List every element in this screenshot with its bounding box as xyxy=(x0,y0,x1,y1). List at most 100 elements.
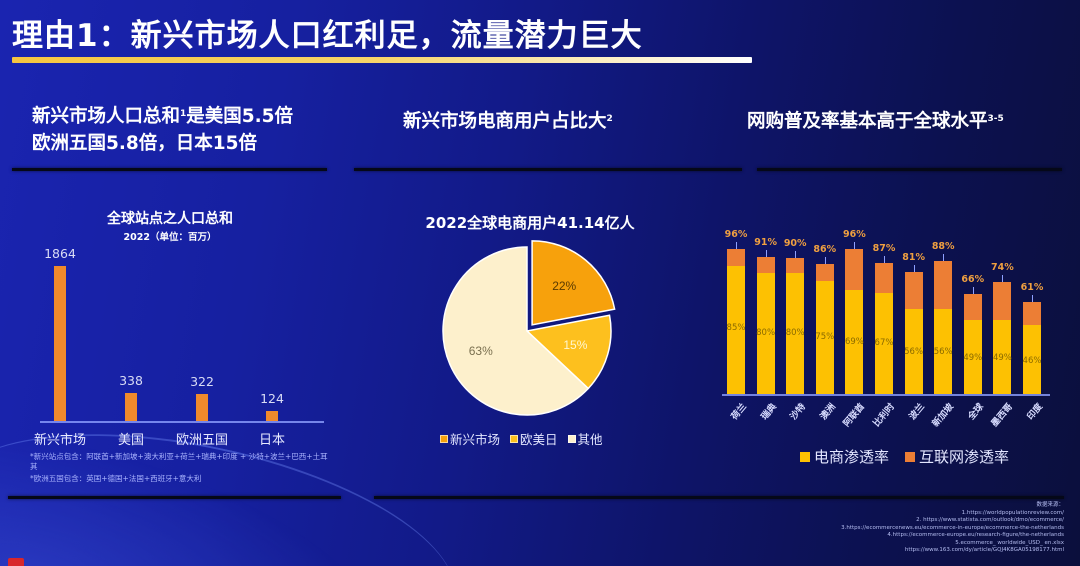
source-line: 4.https://ecommerce-europe.eu/research-f… xyxy=(887,532,1064,538)
ecommerce-segment xyxy=(786,273,805,394)
chart-title: 全球站点之人口总和 xyxy=(107,211,233,227)
ecommerce-value-label: 56% xyxy=(933,347,953,358)
legend-swatch-icon xyxy=(510,434,519,443)
ecommerce-value-label: 85% xyxy=(726,323,746,334)
internet-value-label: 86% xyxy=(813,244,837,256)
bar-value-label: 338 xyxy=(119,372,143,388)
bar-value-label: 1864 xyxy=(44,246,76,261)
leader-line xyxy=(736,242,737,250)
legend-item-internet: 互联网渗透率 xyxy=(905,446,1009,467)
category-label: 欧洲五国 xyxy=(175,433,228,448)
category-label: 波兰 xyxy=(907,401,927,423)
category-label: 日本 xyxy=(258,433,285,448)
internet-value-label: 90% xyxy=(783,238,807,250)
ecommerce-value-label: 67% xyxy=(874,338,894,349)
bar-value-label: 322 xyxy=(190,374,214,390)
pie-legend: 新兴市场 欧美日 其他 xyxy=(440,429,603,448)
internet-value-label: 96% xyxy=(724,229,748,241)
category-label: 新兴市场 xyxy=(33,433,86,448)
bar xyxy=(125,392,137,421)
source-line: https://www.163.com/dy/article/GQJ4K8GA0… xyxy=(904,547,1064,553)
ecommerce-segment xyxy=(904,309,923,394)
source-line: 2. https://www.statista.com/outlook/dmo/… xyxy=(916,517,1064,523)
leader-line xyxy=(765,249,767,257)
footnote-marker: 3-5 xyxy=(987,114,1004,124)
pie-graphic: 22% 15% 63% xyxy=(442,240,616,416)
pie-slice xyxy=(442,246,590,416)
ecommerce-value-label: 56% xyxy=(904,347,924,358)
category-label: 美国 xyxy=(117,433,144,448)
category-label: 瑞典 xyxy=(759,401,779,423)
footnote-europe: *欧洲五国包含：英国+德国+法国+西班牙+意大利 xyxy=(30,474,202,483)
stacked-bar: 56% xyxy=(904,271,923,394)
stacked-bar: 80% xyxy=(786,258,805,394)
pie-slice-label: 15% xyxy=(563,338,587,352)
right-panel-heading: 网购普及率基本高于全球水平3-5 xyxy=(747,108,1004,135)
divider-middle-top xyxy=(354,168,742,171)
ecommerce-segment xyxy=(934,309,953,394)
stacked-bar: 85% xyxy=(727,249,745,394)
stacked-bar: 46% xyxy=(1023,301,1041,394)
ecommerce-segment xyxy=(963,319,982,394)
category-label: 墨西哥 xyxy=(990,401,1016,430)
slide-title: 理由1：新兴市场人口红利足，流量潜力巨大 xyxy=(12,18,643,54)
ecommerce-segment xyxy=(815,280,834,394)
sources-heading: 数据来源： xyxy=(1036,502,1064,508)
legend-label: 其他 xyxy=(577,432,603,447)
ecommerce-segment xyxy=(756,273,775,394)
chart-subtitle: 2022（单位：百万） xyxy=(123,232,217,243)
chart-title: 2022全球电商用户41.14亿人 xyxy=(425,214,635,232)
leader-line xyxy=(795,251,797,259)
legend-label: 互联网渗透率 xyxy=(919,448,1010,466)
stacked-bar: 75% xyxy=(815,264,834,394)
title-underline xyxy=(12,57,752,63)
internet-value-label: 81% xyxy=(902,251,925,263)
x-axis xyxy=(722,394,1050,396)
internet-value-label: 61% xyxy=(1020,281,1044,293)
source-line: 3.https://ecommercenews.eu/ecommerce-in-… xyxy=(841,524,1064,531)
legend-label: 电商渗透率 xyxy=(814,448,890,466)
internet-segment xyxy=(1023,301,1041,325)
ecommerce-value-label: 75% xyxy=(815,331,835,342)
category-label: 印度 xyxy=(1025,401,1045,423)
internet-value-label: 66% xyxy=(961,274,985,286)
legend-item: 欧美日 xyxy=(510,429,558,448)
internet-segment xyxy=(963,294,982,320)
leader-line xyxy=(884,255,885,263)
legend-item-ecommerce: 电商渗透率 xyxy=(800,446,889,467)
data-sources: 数据来源： 1.https://worldpopulationreview.co… xyxy=(841,502,1064,555)
category-label: 荷兰 xyxy=(729,401,749,423)
ecommerce-segment xyxy=(727,265,745,394)
leader-line xyxy=(943,254,945,262)
ecommerce-segment xyxy=(993,320,1012,394)
footnote-emerging: *新兴站点包含：阿联酋+新加坡+澳大利亚+荷兰+瑞典+印度 + 沙特+波兰+巴西… xyxy=(30,452,328,471)
internet-value-label: 91% xyxy=(754,236,777,248)
pie-slice-label: 63% xyxy=(469,344,493,358)
left-heading-text: 新兴市场人口总和 xyxy=(32,106,181,127)
x-axis xyxy=(40,421,324,423)
footnote-marker: 1 xyxy=(180,109,187,119)
internet-segment xyxy=(845,249,864,290)
left-heading-line2: 欧洲五国5.8倍，日本15倍 xyxy=(32,133,258,154)
leader-line xyxy=(1002,275,1004,283)
ecommerce-segment xyxy=(845,289,864,394)
legend-swatch-icon xyxy=(800,451,810,462)
legend-swatch-icon xyxy=(440,434,448,443)
internet-segment xyxy=(756,256,775,274)
internet-value-label: 74% xyxy=(991,262,1014,274)
internet-segment xyxy=(904,271,923,310)
ecommerce-segment xyxy=(1023,324,1041,394)
middle-panel-heading: 新兴市场电商用户占比大2 xyxy=(403,108,613,135)
stacked-bar: 69% xyxy=(845,249,864,394)
stacked-bar: 49% xyxy=(993,282,1012,394)
internet-segment xyxy=(727,249,745,266)
leader-line xyxy=(1032,294,1033,302)
category-label: 澳洲 xyxy=(818,401,838,423)
pie-slice-label: 22% xyxy=(552,279,576,293)
source-line: 1.https://worldpopulationreview.com/ xyxy=(961,509,1064,516)
pie-slice xyxy=(531,240,616,326)
bar-value-label: 124 xyxy=(260,390,284,406)
left-heading-text-b: 是美国5.5倍 xyxy=(186,106,294,127)
divider-right-bottom xyxy=(374,496,1064,499)
internet-segment xyxy=(786,258,805,274)
